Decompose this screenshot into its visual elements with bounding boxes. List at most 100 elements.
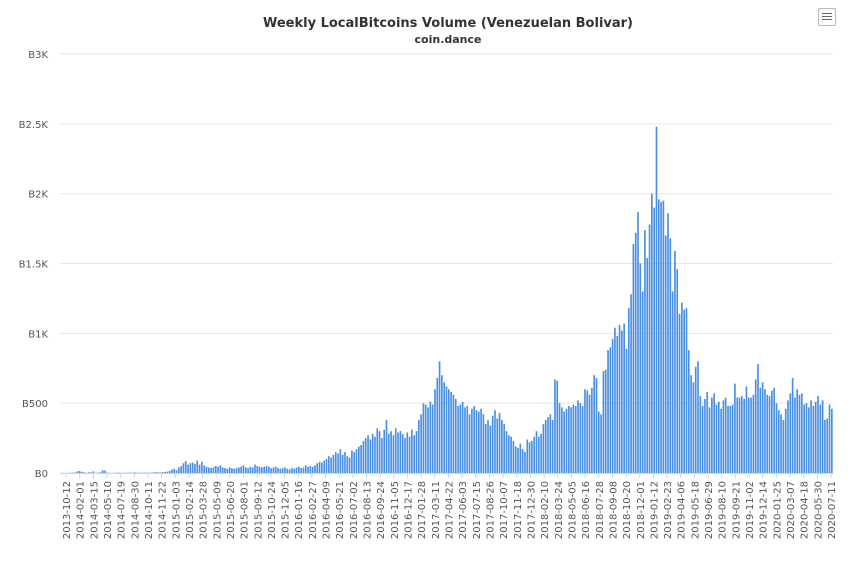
bar	[510, 436, 512, 473]
bar	[344, 452, 346, 473]
bar	[819, 404, 822, 473]
bar	[794, 397, 796, 473]
bar	[503, 424, 506, 473]
x-tick-label: 2019-04-06	[677, 481, 688, 539]
bar	[706, 391, 709, 473]
gridlines	[60, 53, 833, 404]
bar	[397, 432, 399, 473]
bar	[761, 382, 764, 473]
x-tick-label: 2017-07-15	[472, 481, 483, 539]
x-tick-label: 2020-03-07	[786, 481, 797, 539]
x-tick-label: 2018-03-24	[554, 481, 565, 539]
bar	[717, 401, 720, 473]
x-tick-label: 2016-08-13	[363, 481, 374, 539]
x-tick-label: 2018-12-01	[636, 481, 647, 539]
bar	[161, 472, 164, 473]
bar	[764, 389, 766, 473]
bar	[572, 404, 575, 473]
bar	[565, 408, 568, 473]
bar	[731, 404, 734, 473]
bar-series	[60, 126, 833, 474]
bar	[104, 470, 106, 473]
x-tick-label: 2016-07-02	[349, 481, 360, 539]
bar	[244, 467, 247, 473]
bar	[618, 324, 621, 473]
y-tick-label: B3K	[28, 50, 48, 61]
bar	[434, 389, 436, 473]
bar	[554, 379, 556, 473]
bar	[471, 408, 473, 473]
bar	[519, 443, 522, 473]
x-tick-label: 2015-08-01	[240, 481, 251, 539]
bar	[461, 401, 464, 473]
x-tick-label: 2016-12-17	[404, 481, 415, 539]
bar	[327, 456, 330, 473]
bar	[766, 394, 769, 473]
chart-subtitle: coin.dance	[415, 33, 482, 46]
bar	[355, 449, 358, 473]
bar	[579, 403, 582, 473]
bar	[715, 404, 718, 473]
bar	[669, 238, 672, 473]
bar	[288, 469, 291, 473]
bar	[256, 466, 259, 473]
bar	[371, 433, 374, 473]
bar	[304, 465, 307, 473]
bar	[475, 410, 478, 473]
hamburger-menu-icon[interactable]	[818, 8, 836, 26]
bar	[690, 375, 692, 473]
bar	[401, 433, 404, 473]
x-tick-label: 2017-06-03	[458, 481, 469, 539]
bar	[611, 338, 614, 473]
bar	[743, 398, 745, 473]
bar	[667, 213, 669, 473]
bar	[258, 466, 261, 473]
bar	[318, 461, 321, 473]
bar	[692, 382, 695, 473]
bar	[385, 419, 388, 473]
bar	[535, 431, 538, 473]
x-tick-label: 2017-11-18	[513, 481, 524, 539]
bar	[302, 467, 305, 473]
bar	[178, 467, 180, 473]
bar	[831, 408, 833, 473]
bar	[747, 397, 750, 473]
bar	[694, 366, 697, 473]
bar	[683, 309, 685, 473]
bar	[558, 403, 561, 473]
bar	[593, 375, 596, 473]
x-tick-label: 2016-09-24	[376, 481, 387, 539]
bar	[311, 466, 314, 473]
x-tick-label: 2014-02-01	[76, 481, 87, 539]
bar	[810, 400, 812, 473]
bar	[699, 396, 702, 473]
bar	[685, 308, 688, 473]
bar	[780, 414, 782, 473]
bar	[630, 294, 632, 473]
bar	[242, 465, 245, 473]
bar	[219, 465, 222, 473]
bar	[203, 465, 206, 473]
bar	[295, 467, 298, 473]
bar	[542, 424, 545, 473]
y-tick-label: B500	[22, 399, 48, 410]
bar	[381, 438, 383, 473]
bar	[201, 461, 203, 473]
x-tick-label: 2014-07-19	[117, 481, 128, 539]
bar	[321, 462, 323, 473]
bar	[681, 302, 683, 473]
bar	[171, 469, 173, 473]
bar	[168, 470, 171, 473]
bar	[159, 472, 162, 473]
x-tick-label: 2014-08-30	[130, 481, 141, 539]
bar	[297, 466, 300, 473]
bar	[745, 386, 748, 473]
bar	[678, 313, 681, 473]
bar	[392, 435, 395, 473]
bar	[512, 440, 515, 473]
bar	[660, 202, 662, 474]
bar	[821, 400, 824, 473]
bar	[757, 364, 759, 473]
bar	[134, 472, 136, 473]
y-tick-label: B1K	[28, 329, 48, 340]
